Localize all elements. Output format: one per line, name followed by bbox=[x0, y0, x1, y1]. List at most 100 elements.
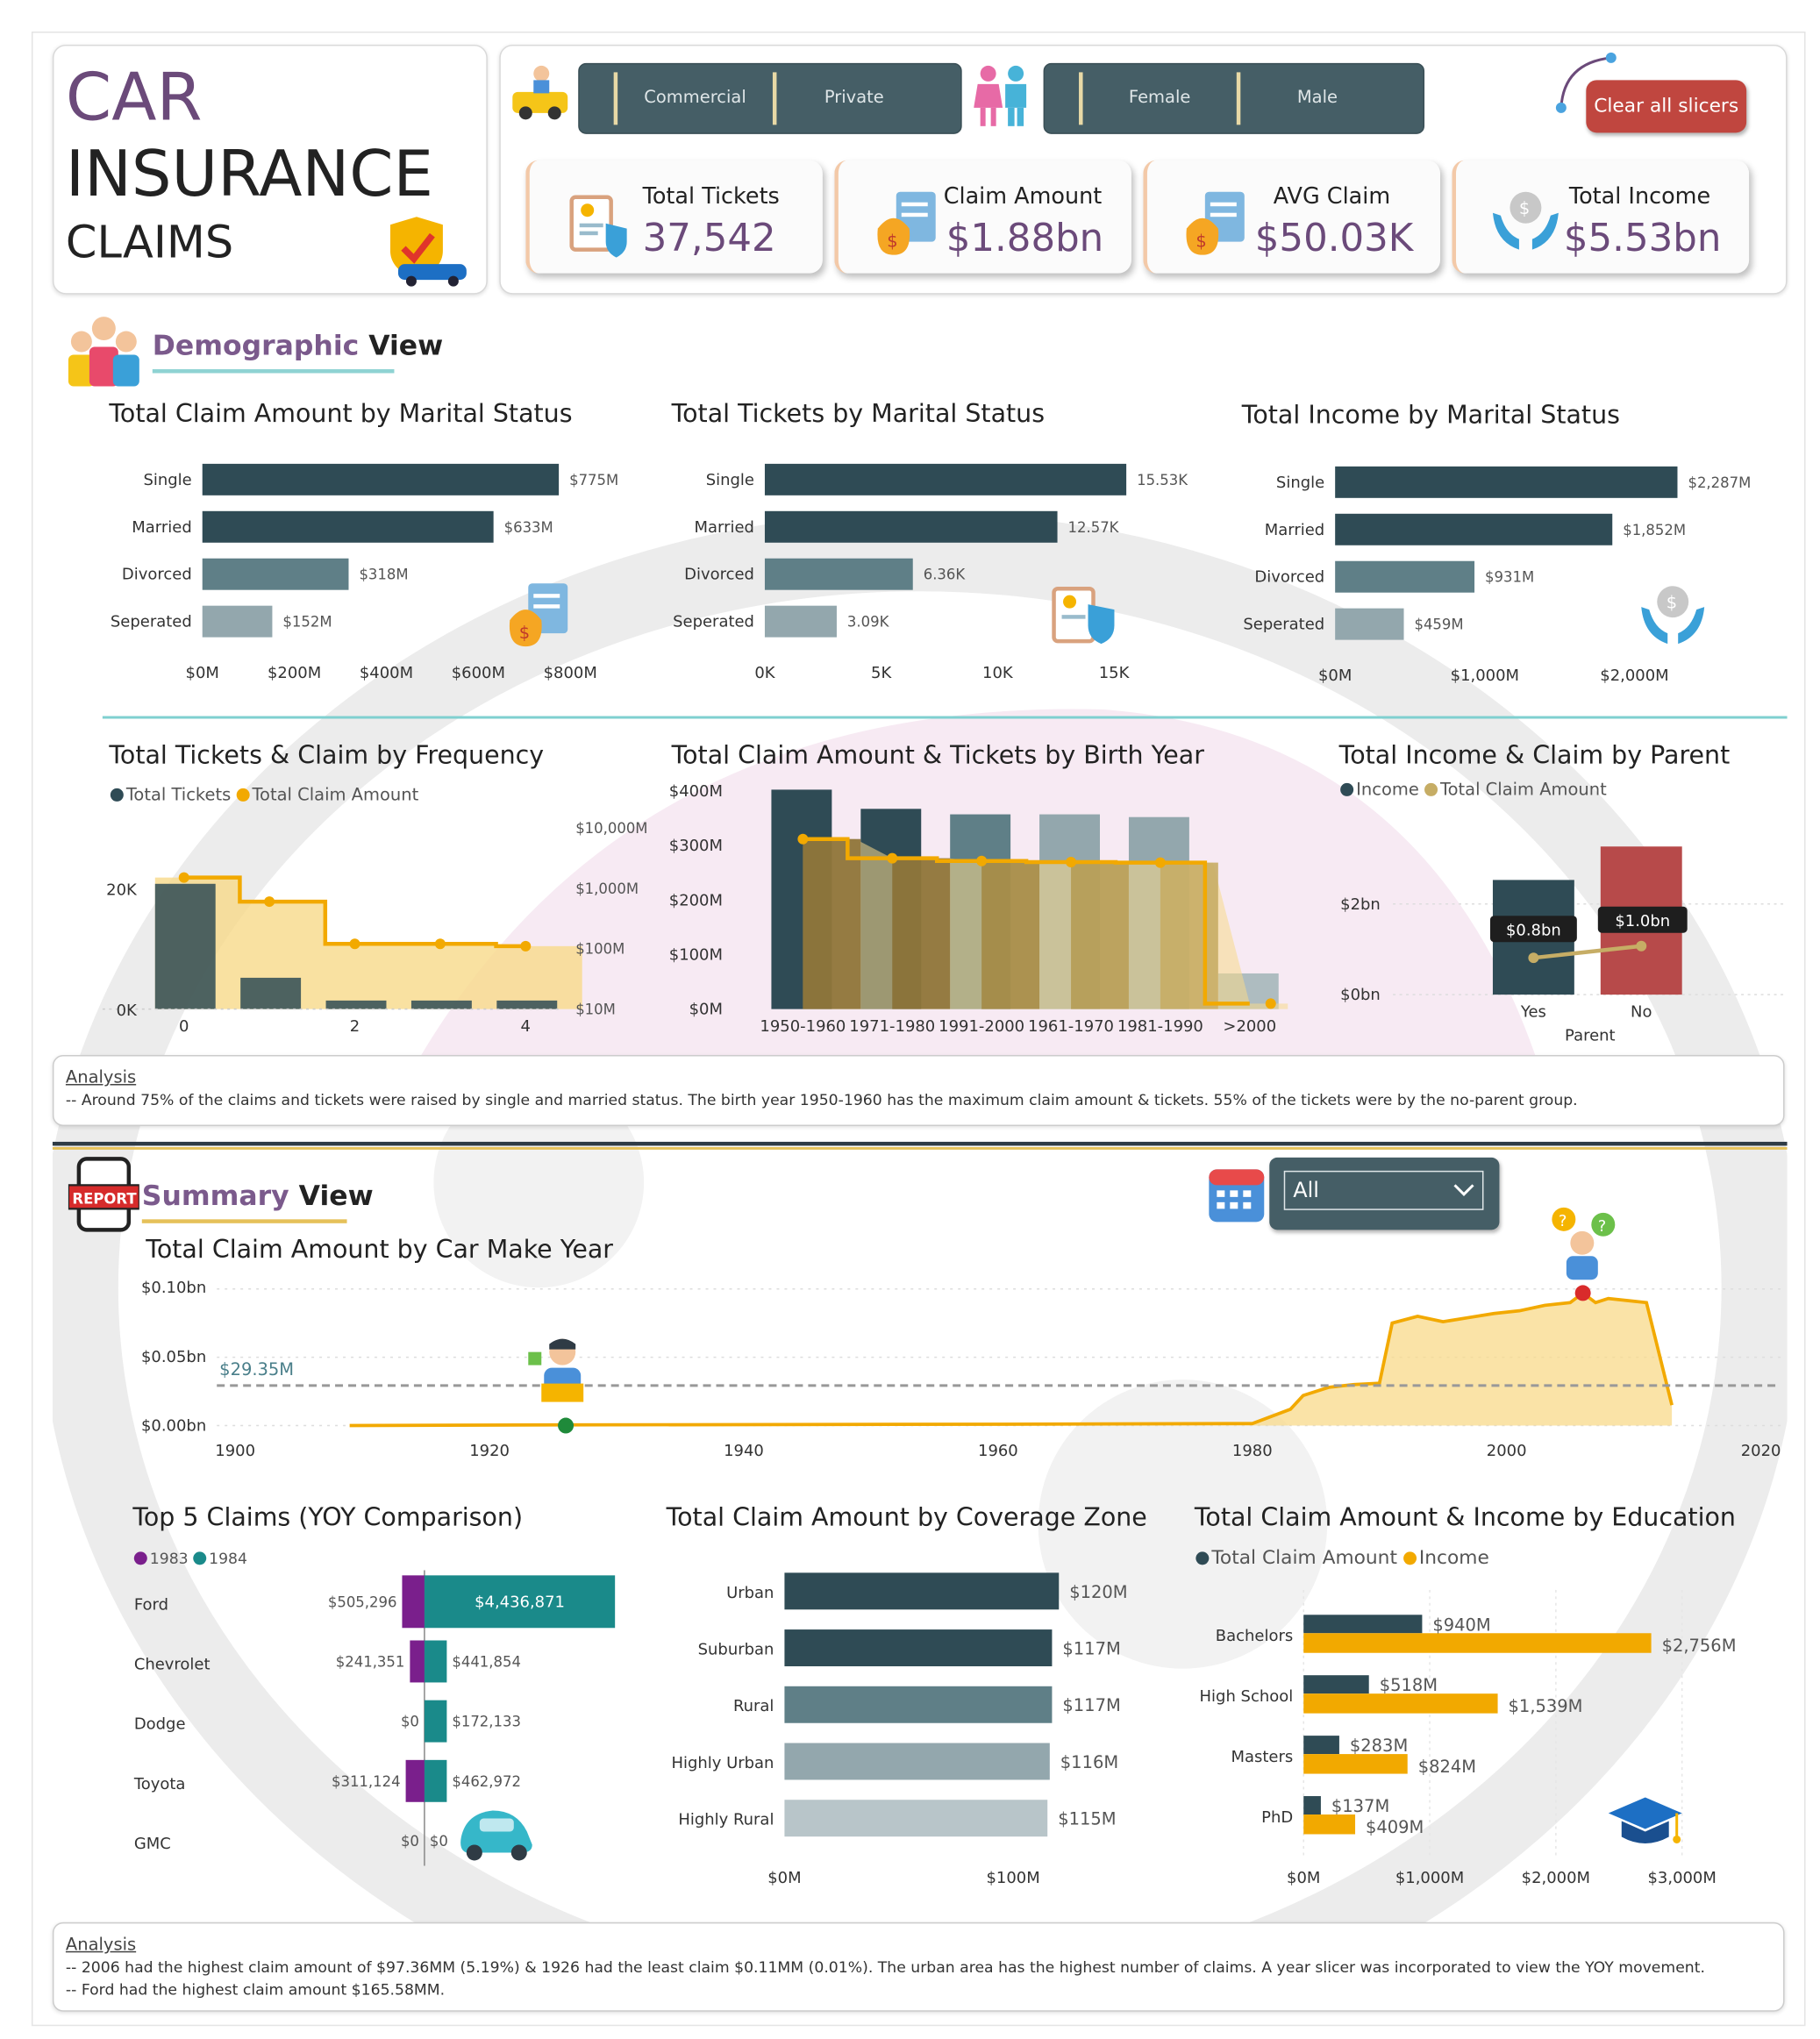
bar bbox=[1335, 513, 1613, 545]
dashboard-frame bbox=[31, 31, 1806, 2027]
tick-label: 1960 bbox=[978, 1442, 1018, 1460]
data-label: $775M bbox=[569, 472, 618, 488]
data-label-1984: $462,972 bbox=[452, 1773, 521, 1790]
chart-title: Top 5 Claims (YOY Comparison) bbox=[132, 1502, 524, 1532]
bar bbox=[202, 558, 349, 590]
kpi-value: $50.03K bbox=[1254, 215, 1414, 260]
birth-year-combo-chart: $400M $300M $200M $100M $0M 1950-1960 1971-198… bbox=[669, 782, 1288, 1036]
tick-label: $0.00bn bbox=[141, 1417, 206, 1436]
max-point bbox=[1574, 1285, 1591, 1301]
tick-label: $1,000M bbox=[1451, 667, 1519, 685]
legend-label: Total Claim Amount bbox=[252, 785, 419, 806]
tick-label: $200M bbox=[669, 891, 723, 909]
legend-label: 1984 bbox=[209, 1549, 247, 1568]
bar bbox=[784, 1686, 1053, 1723]
tick-label: $0M bbox=[1287, 1869, 1320, 1887]
legend-label: Income bbox=[1356, 780, 1419, 801]
tick-label: $1,000M bbox=[1395, 1869, 1464, 1887]
clipboard-check-icon bbox=[569, 195, 627, 258]
clipboard-check-icon bbox=[1052, 586, 1115, 645]
data-label: $931M bbox=[1485, 569, 1534, 586]
legend-dot bbox=[1424, 782, 1438, 796]
year-dropdown[interactable]: All bbox=[1283, 1170, 1484, 1210]
bar bbox=[764, 605, 837, 638]
gender-slicer[interactable]: Female Male bbox=[1043, 62, 1425, 134]
bar-1984 bbox=[424, 1640, 447, 1683]
title-line-claims: CLAIMS bbox=[65, 217, 234, 270]
claim-bar bbox=[981, 860, 1040, 1009]
category-label: Married bbox=[132, 518, 191, 537]
category-label: Bachelors bbox=[1216, 1627, 1293, 1645]
category-label: Seperated bbox=[111, 613, 192, 631]
data-label: 15.53K bbox=[1137, 472, 1188, 488]
tick-label: 1961-1970 bbox=[1028, 1017, 1114, 1036]
bar bbox=[764, 510, 1058, 543]
tick-label: $100M bbox=[986, 1869, 1039, 1887]
bar bbox=[202, 605, 273, 638]
claim-point bbox=[1066, 856, 1077, 867]
svg-text:$: $ bbox=[1195, 232, 1206, 252]
tick-label: 2 bbox=[350, 1017, 360, 1036]
kpi-claim-amount: $ Claim Amount $1.88bn bbox=[834, 160, 1131, 274]
education-chart: Bachelors $940M $2,756M High School $518M $1,… bbox=[1200, 1589, 1737, 1887]
legend-dot bbox=[133, 1551, 147, 1565]
category-label: Married bbox=[695, 518, 754, 537]
category-label: Divorced bbox=[122, 566, 192, 584]
usage-slicer[interactable]: Commercial Private bbox=[578, 62, 962, 134]
tick-label: $2,000M bbox=[1600, 667, 1668, 685]
category-label: Seperated bbox=[673, 613, 754, 631]
claim-point bbox=[797, 833, 809, 845]
category-label: Highly Rural bbox=[678, 1811, 774, 1829]
category-label: Single bbox=[1276, 474, 1324, 492]
claim-bar bbox=[1303, 1615, 1423, 1634]
chart-title: Total Tickets by Marital Status bbox=[671, 399, 1046, 429]
tick-label: 1900 bbox=[215, 1442, 255, 1460]
section-underline bbox=[141, 1219, 347, 1223]
data-label: $120M bbox=[1069, 1582, 1127, 1602]
data-label: $1.0bn bbox=[1615, 912, 1670, 930]
chart-title: Total Tickets & Claim by Frequency bbox=[109, 740, 545, 770]
slicer-option-male[interactable]: Male bbox=[1236, 72, 1395, 125]
analysis-box-demographic: Analysis -- Around 75% of the claims and… bbox=[52, 1055, 1785, 1126]
chart-title: Total Claim Amount & Tickets by Birth Ye… bbox=[671, 740, 1204, 770]
claim-bar bbox=[1303, 1675, 1369, 1694]
frequency-combo-chart: 0K 20K 0 2 4 $10,000M $1,000M $100M $10M bbox=[102, 820, 648, 1036]
bar-1983 bbox=[405, 1759, 425, 1802]
svg-text:$: $ bbox=[1667, 593, 1677, 613]
bar bbox=[202, 463, 560, 495]
chart-legend: Income Total Claim Amount bbox=[1340, 781, 1607, 800]
kpi-value: $5.53bn bbox=[1563, 215, 1722, 260]
tick-label: $2,000M bbox=[1522, 1869, 1590, 1887]
category-label: Chevrolet bbox=[134, 1655, 211, 1673]
tick-label: $0M bbox=[186, 664, 219, 682]
bar bbox=[1335, 466, 1678, 498]
chart-legend: Total Tickets Total Claim Amount bbox=[110, 785, 419, 806]
bar-1983 bbox=[410, 1640, 425, 1683]
slicer-option-commercial[interactable]: Commercial bbox=[613, 72, 773, 125]
bar bbox=[764, 558, 913, 590]
slicer-option-female[interactable]: Female bbox=[1079, 72, 1237, 125]
tick-label: $3,000M bbox=[1648, 1869, 1717, 1887]
ticket-bar bbox=[496, 1000, 558, 1009]
slicer-option-private[interactable]: Private bbox=[772, 72, 931, 125]
bar bbox=[784, 1629, 1053, 1667]
data-label-1983: $311,124 bbox=[332, 1773, 401, 1790]
slicer-curve-icon bbox=[1555, 52, 1617, 113]
tick-label: $2bn bbox=[1340, 895, 1381, 914]
bar bbox=[784, 1572, 1060, 1610]
tick-label: $0.10bn bbox=[141, 1279, 206, 1297]
svg-text:$: $ bbox=[1519, 198, 1530, 218]
svg-text:?: ? bbox=[1559, 1212, 1567, 1230]
tick-label: $0bn bbox=[1340, 986, 1381, 1004]
tick-label: 20K bbox=[106, 880, 138, 899]
legend-dot bbox=[1402, 1551, 1417, 1565]
clear-all-slicers-button[interactable]: Clear all slicers bbox=[1586, 80, 1747, 133]
income-by-marital-chart: Single $2,287M Married $1,852M Divorced $931M… bbox=[1243, 466, 1751, 685]
tick-label: No bbox=[1631, 1003, 1652, 1022]
title-line-car: CAR bbox=[65, 59, 203, 136]
summary-section-title: Summary View bbox=[142, 1180, 374, 1211]
category-label: Urban bbox=[726, 1584, 774, 1602]
tick-label: $1,000M bbox=[575, 880, 639, 897]
tick-label: 1920 bbox=[469, 1442, 510, 1460]
claim-point bbox=[1154, 857, 1166, 868]
